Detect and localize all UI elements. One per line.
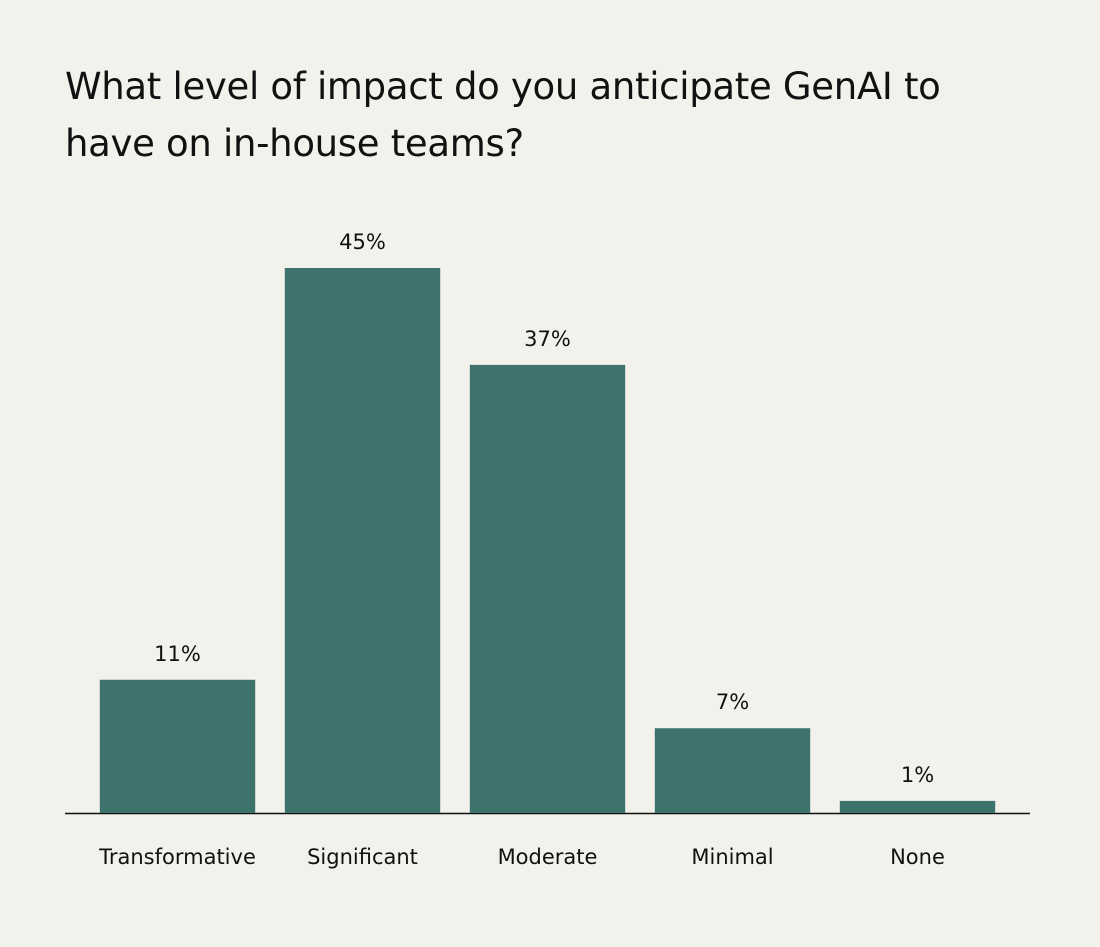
chart-title: What level of impact do you anticipate G…	[65, 65, 941, 165]
value-label: 45%	[339, 230, 386, 254]
x-tick-label: Transformative	[98, 845, 256, 869]
x-tick-label: Moderate	[498, 845, 598, 869]
bar	[839, 800, 996, 813]
value-label: 7%	[716, 690, 749, 714]
bar	[469, 364, 626, 813]
bar	[654, 728, 811, 813]
value-label: 37%	[524, 327, 571, 351]
value-label: 11%	[154, 642, 201, 666]
bar	[99, 679, 256, 813]
x-tick-label: Significant	[307, 845, 418, 869]
x-tick-label: Minimal	[691, 845, 773, 869]
value-label: 1%	[901, 763, 934, 787]
x-tick-label: None	[890, 845, 945, 869]
bar	[284, 268, 441, 813]
